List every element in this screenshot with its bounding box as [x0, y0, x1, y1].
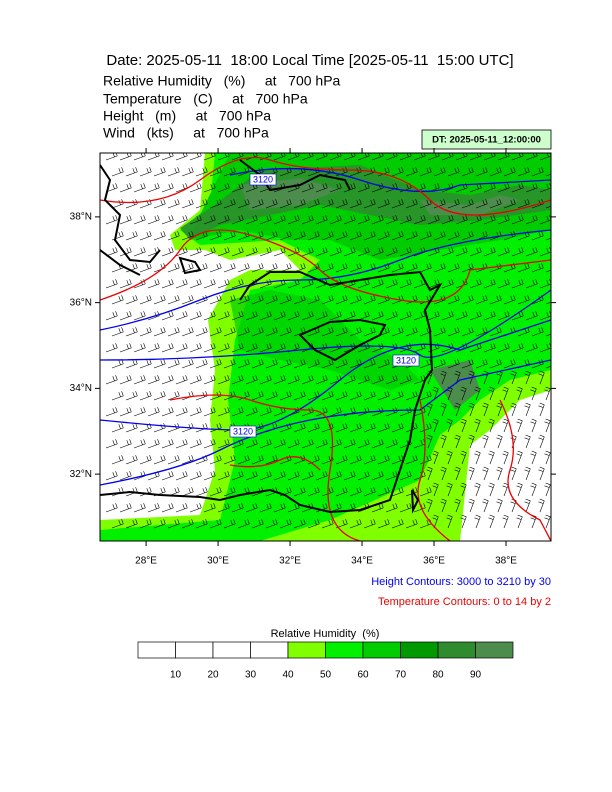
colorbar-box — [175, 641, 214, 659]
colorbar-box — [287, 641, 326, 659]
colorbar-label: 60 — [357, 670, 369, 681]
dt-label: DT: 2025-05-11_12:00:00 — [432, 135, 541, 146]
temperature-contour — [229, 456, 321, 471]
lon-label: 32°E — [279, 556, 301, 567]
colorbar-box — [250, 641, 289, 659]
lon-label: 34°E — [351, 556, 373, 567]
lon-label: 30°E — [207, 556, 229, 567]
lat-label: 32°N — [70, 469, 92, 480]
colorbar-label: 20 — [207, 670, 219, 681]
lat-label: 36°N — [70, 297, 92, 308]
dt-box — [421, 129, 552, 150]
colorbar-title: Relative Humidity (%) — [271, 628, 380, 640]
height-note: Height Contours: 3000 to 3210 by 30 — [371, 576, 551, 588]
coastline — [178, 256, 420, 514]
colorbar-box — [212, 641, 251, 659]
temperature-contour — [100, 229, 551, 303]
height-contour — [100, 319, 551, 431]
rh-90 — [240, 178, 520, 410]
contour-label: 3120 — [233, 426, 253, 436]
temperature-contour — [169, 394, 361, 541]
colorbar-label: 80 — [432, 670, 444, 681]
colorbar-label: 10 — [170, 670, 182, 681]
lon-label: 36°E — [423, 556, 445, 567]
map-area — [100, 153, 551, 541]
colorbar-box — [437, 641, 476, 659]
temperature-contour — [417, 399, 451, 541]
lat-label: 34°N — [70, 383, 92, 394]
colorbar-label: 30 — [245, 670, 257, 681]
height-contour — [100, 289, 551, 361]
contour-label: 3120 — [396, 355, 416, 365]
field-line: Temperature (C) at 700 hPa — [103, 91, 308, 107]
lat-label: 38°N — [70, 212, 92, 223]
height-contour — [100, 359, 551, 486]
temperature-contour — [100, 156, 551, 216]
colorbar-box — [475, 641, 514, 659]
height-contour — [229, 167, 551, 193]
colorbar-label: 50 — [320, 670, 332, 681]
coastline — [298, 318, 387, 362]
colorbar-label: 40 — [282, 670, 294, 681]
contour-label: 3120 — [253, 174, 273, 184]
contour-label-box — [249, 173, 277, 186]
temperature-note: Temperature Contours: 0 to 14 by 2 — [378, 596, 551, 608]
contour-label-box — [392, 354, 420, 367]
colorbar-box — [362, 641, 401, 659]
colorbar-label: 90 — [470, 670, 482, 681]
lon-label: 28°E — [135, 556, 157, 567]
colorbar-box — [400, 641, 439, 659]
field-line: Height (m) at 700 hPa — [103, 108, 271, 124]
title: Date: 2025-05-11 18:00 Local Time [2025-… — [106, 52, 513, 69]
lon-label: 38°E — [495, 556, 517, 567]
contour-label-box — [229, 425, 257, 438]
colorbar-label: 70 — [395, 670, 407, 681]
field-line: Relative Humidity (%) at 700 hPa — [103, 73, 341, 89]
temperature-contour — [499, 399, 551, 541]
colorbar-box — [137, 641, 176, 659]
coastline — [100, 270, 443, 514]
colorbar-box — [325, 641, 364, 659]
height-contour — [100, 229, 551, 331]
map-frame — [99, 152, 552, 542]
field-line: Wind (kts) at 700 hPa — [103, 125, 269, 141]
